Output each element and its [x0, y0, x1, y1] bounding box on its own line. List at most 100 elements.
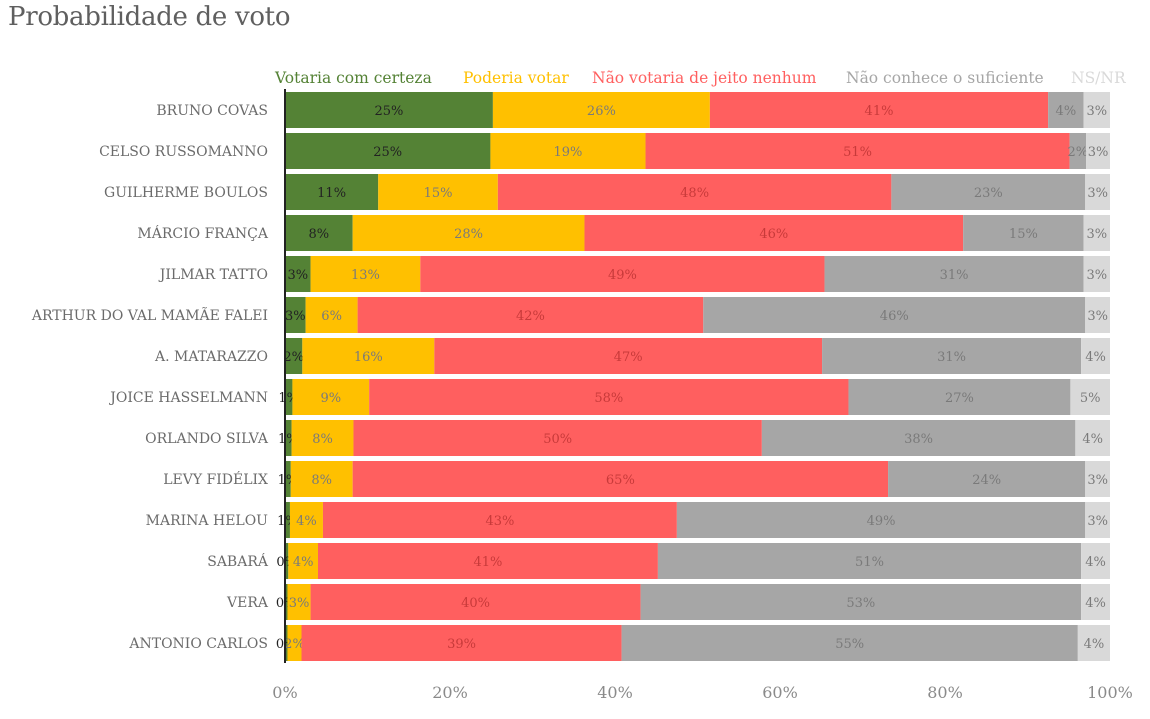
- category-label: CELSO RUSSOMANNO: [99, 144, 268, 160]
- bar-segment: [378, 174, 498, 210]
- bar-segment: [657, 543, 1082, 579]
- bar-segment: [1048, 92, 1084, 128]
- category-label: A. MATARAZZO: [154, 349, 268, 365]
- bar-segment: [709, 92, 1049, 128]
- bar-segment: [1085, 502, 1110, 538]
- bar-segment: [492, 92, 710, 128]
- data-label: 27%: [945, 391, 974, 406]
- bar-segment: [285, 502, 290, 538]
- bar-segment: [301, 625, 622, 661]
- category-label: MARINA HELOU: [146, 513, 269, 529]
- data-label: 3%: [287, 268, 308, 283]
- data-label: 16%: [354, 350, 383, 365]
- bar-segment: [640, 584, 1082, 620]
- data-label: 15%: [424, 186, 453, 201]
- data-label: 11%: [317, 186, 346, 201]
- bar-segment: [288, 543, 318, 579]
- data-label: 4%: [1084, 637, 1105, 652]
- bar-segment: [1083, 92, 1110, 128]
- bar-segment: [322, 502, 677, 538]
- data-label: 3%: [289, 596, 310, 611]
- bar-segment: [434, 338, 823, 374]
- bar-segment: [310, 584, 641, 620]
- bar-segment: [621, 625, 1078, 661]
- data-label: 3%: [1088, 145, 1109, 160]
- bar-segment: [285, 256, 311, 292]
- data-label: 58%: [594, 391, 623, 406]
- category-label: VERA: [226, 595, 269, 611]
- data-label: 3%: [1086, 268, 1107, 283]
- data-label: 8%: [309, 227, 330, 242]
- data-label: 51%: [855, 555, 884, 570]
- bar-segment: [584, 215, 964, 251]
- category-label: MÁRCIO FRANÇA: [137, 224, 268, 242]
- bar-segment: [285, 420, 292, 456]
- bar-segment: [285, 133, 491, 169]
- data-label: 50%: [543, 432, 572, 447]
- bar-segment: [824, 256, 1084, 292]
- bar-segment: [490, 133, 646, 169]
- data-label: 39%: [447, 637, 476, 652]
- bar-segment: [285, 92, 493, 128]
- category-label: SABARÁ: [207, 552, 269, 570]
- data-label: 51%: [843, 145, 872, 160]
- bar-segment: [285, 297, 306, 333]
- x-tick-label: 40%: [597, 683, 633, 702]
- category-label: BRUNO COVAS: [156, 103, 268, 119]
- bar-segment: [963, 215, 1084, 251]
- bar-segment: [891, 174, 1086, 210]
- data-label: 2%: [284, 637, 305, 652]
- data-label: 25%: [373, 145, 402, 160]
- data-label: 3%: [1086, 104, 1107, 119]
- bar-segment: [357, 297, 704, 333]
- bar-segment: [1083, 256, 1110, 292]
- data-label: 42%: [516, 309, 545, 324]
- bar-segment: [1081, 338, 1110, 374]
- data-label: 9%: [320, 391, 341, 406]
- data-label: 49%: [867, 514, 896, 529]
- bar-segment: [1085, 461, 1110, 497]
- data-label: 26%: [587, 104, 616, 119]
- data-label: 4%: [1085, 596, 1106, 611]
- bar-segment: [1081, 584, 1110, 620]
- data-label: 4%: [293, 555, 314, 570]
- data-label: 4%: [1085, 555, 1106, 570]
- category-label: JOICE HASSELMANN: [108, 390, 268, 406]
- data-label: 8%: [312, 432, 333, 447]
- bar-segment: [352, 461, 889, 497]
- legend-label: NS/NR: [1071, 69, 1127, 87]
- data-label: 4%: [1082, 432, 1103, 447]
- data-label: 41%: [473, 555, 502, 570]
- bar-segment: [285, 625, 288, 661]
- bar-segment: [703, 297, 1086, 333]
- bar-segment: [285, 174, 379, 210]
- x-tick-label: 100%: [1087, 683, 1133, 702]
- bar-segment: [353, 420, 762, 456]
- bar-segment: [888, 461, 1086, 497]
- category-label: JILMAR TATTO: [158, 267, 268, 283]
- bar-segment: [645, 133, 1070, 169]
- bar-segment: [352, 215, 585, 251]
- legend-label: Poderia votar: [463, 69, 569, 87]
- data-label: 3%: [1087, 473, 1108, 488]
- data-label: 46%: [759, 227, 788, 242]
- data-label: 3%: [1087, 309, 1108, 324]
- data-label: 31%: [937, 350, 966, 365]
- bar-segment: [1085, 297, 1110, 333]
- bar-segment: [1083, 215, 1110, 251]
- bar-segment: [420, 256, 825, 292]
- data-label: 4%: [1085, 350, 1106, 365]
- bar-segment: [1077, 625, 1110, 661]
- data-label: 3%: [1087, 186, 1108, 201]
- data-label: 49%: [608, 268, 637, 283]
- data-label: 2%: [1068, 145, 1089, 160]
- bar-segment: [1069, 133, 1087, 169]
- bar-segment: [1086, 133, 1110, 169]
- bar-segment: [287, 625, 302, 661]
- category-label: GUILHERME BOULOS: [104, 185, 268, 201]
- data-label: 19%: [554, 145, 583, 160]
- x-tick-label: 0%: [272, 683, 297, 702]
- x-tick-label: 20%: [432, 683, 468, 702]
- data-label: 3%: [1086, 227, 1107, 242]
